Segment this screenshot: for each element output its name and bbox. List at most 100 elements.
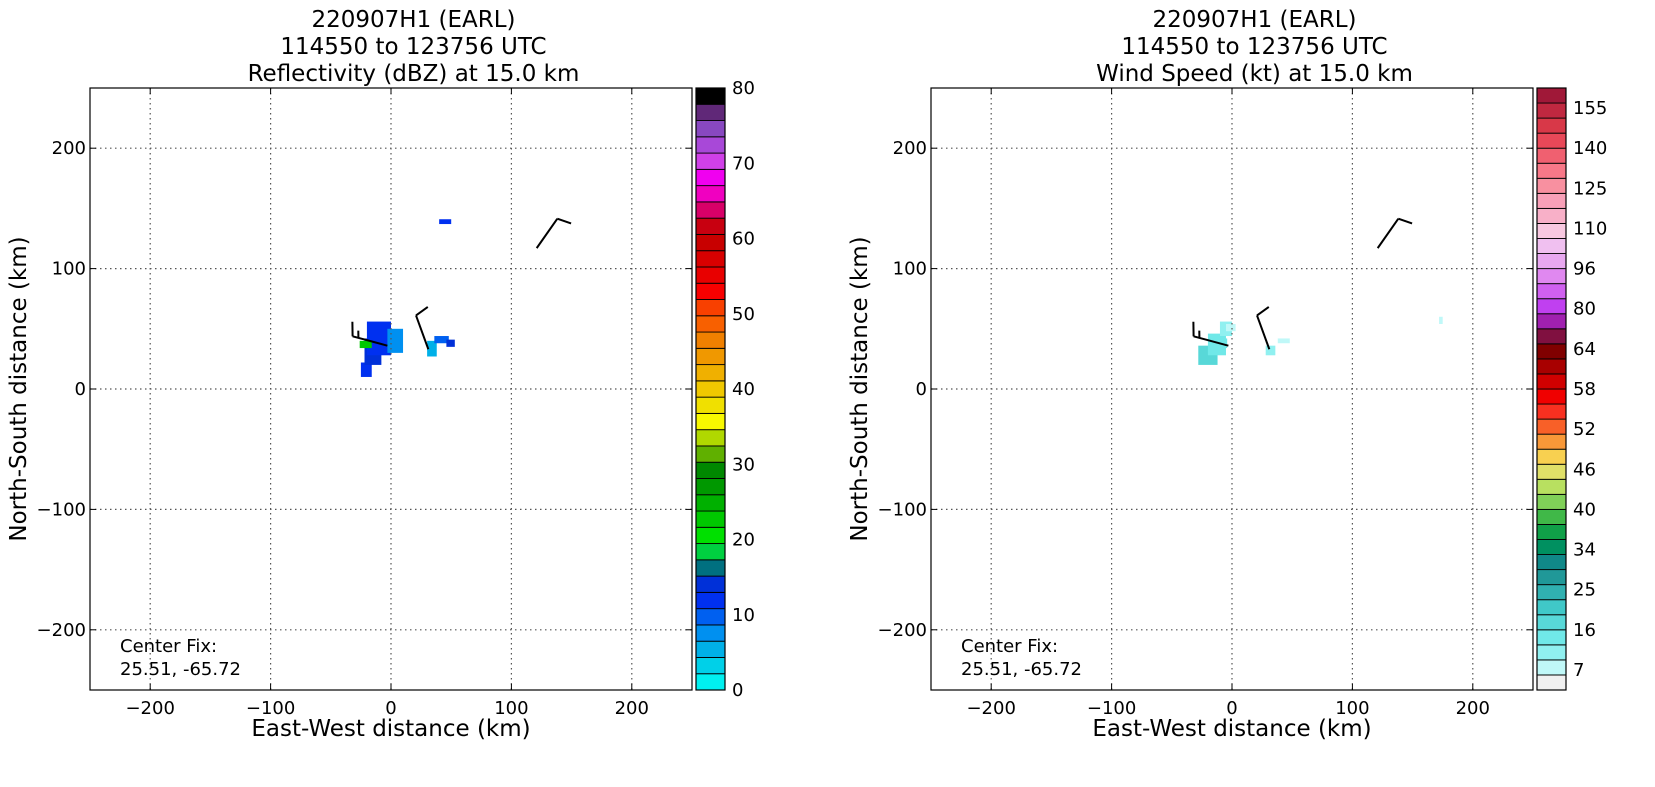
colorbar-tick-label: 50 <box>732 304 755 325</box>
y-tick-label: −200 <box>878 620 927 641</box>
colorbar-segment <box>695 396 726 414</box>
wind-barb-staff <box>535 218 559 249</box>
center-fix-annotation-line: 25.51, -65.72 <box>961 659 1082 680</box>
wind-barb <box>1256 306 1271 350</box>
y-axis-label: North-South distance (km) <box>6 236 32 541</box>
colorbar-segment <box>1536 177 1567 194</box>
y-tick-label: 200 <box>52 138 86 159</box>
colorbar-segment <box>1536 162 1567 179</box>
colorbar-tick-label: 140 <box>1573 138 1607 159</box>
wind-barb <box>351 321 388 347</box>
y-axis-label: North-South distance (km) <box>847 236 873 541</box>
colorbar-tick-label: 52 <box>1573 419 1596 440</box>
colorbar-tick-label: 34 <box>1573 540 1596 561</box>
y-tick-label: 0 <box>916 379 927 400</box>
colorbar-segment <box>1536 117 1567 134</box>
reflectivity-panel: 220907H1 (EARL) 114550 to 123756 UTC Ref… <box>0 0 827 787</box>
colorbar-segment <box>695 608 726 626</box>
colorbar-segment <box>695 575 726 593</box>
colorbar-segment <box>1536 253 1567 270</box>
colorbar-segment <box>695 299 726 317</box>
wind-barb-full-feather <box>557 217 572 225</box>
colorbar-tick-label: 60 <box>732 229 755 250</box>
colorbar-tick-label: 46 <box>1573 459 1596 480</box>
wind-barb-staff <box>352 335 388 347</box>
center-fix-annotation-line: Center Fix: <box>961 636 1058 657</box>
colorbar-segment <box>695 347 726 366</box>
colorbar-tick-label: 30 <box>732 454 755 475</box>
colorbar-segment <box>695 673 726 691</box>
y-tick-label: 100 <box>52 259 86 280</box>
y-tick-label: −100 <box>37 499 86 520</box>
chart-title-line-1: 220907H1 (EARL) <box>1152 7 1357 33</box>
colorbar-segment <box>695 412 726 431</box>
colorbar-segment <box>695 152 726 170</box>
data-cell <box>427 340 437 357</box>
x-axis-label: East-West distance (km) <box>251 716 530 742</box>
y-tick-label: 200 <box>893 138 927 159</box>
colorbar-tick-label: 0 <box>732 680 743 701</box>
y-tick-label: 100 <box>893 259 927 280</box>
colorbar-segment <box>695 136 726 154</box>
center-fix-annotation-line: 25.51, -65.72 <box>120 659 241 680</box>
colorbar-segment <box>695 331 726 349</box>
x-tick-label: 200 <box>615 698 649 719</box>
data-cell <box>359 340 372 349</box>
colorbar-tick-label: 70 <box>732 153 755 174</box>
wind-barb-staff <box>1376 218 1400 249</box>
colorbar-segment <box>695 380 726 398</box>
colorbar-segment <box>1536 358 1567 375</box>
colorbar-segment <box>1536 87 1567 104</box>
x-tick-label: −200 <box>125 698 174 719</box>
colorbar-segment <box>1536 238 1567 255</box>
colorbar: 7 16 25 34 40 46 52 58 64 80 96 110 125 140 155 <box>1536 87 1607 691</box>
colorbar-segment <box>695 250 726 268</box>
x-tick-label: −200 <box>966 698 1015 719</box>
colorbar-segment <box>695 526 726 545</box>
colorbar-segment <box>1536 418 1567 435</box>
chart-title-line-3: Reflectivity (dBZ) at 15.0 km <box>247 61 580 87</box>
colorbar-segment <box>1536 554 1567 571</box>
wind-speed-plot: −200 −100 0 100 200 −200 −100 0 100 200 East-West … <box>847 87 1607 742</box>
colorbar-segment <box>1536 207 1567 224</box>
colorbar-segment <box>1536 192 1567 209</box>
colorbar-segment <box>1536 283 1567 300</box>
x-tick-label: 0 <box>385 698 396 719</box>
x-axis-label: East-West distance (km) <box>1092 716 1371 742</box>
colorbar-segment <box>695 543 726 561</box>
colorbar-tick-label: 96 <box>1573 259 1596 280</box>
colorbar-segment <box>695 282 726 300</box>
colorbar-segment <box>1536 388 1567 405</box>
colorbar-segment <box>1536 674 1567 691</box>
colorbar-segment <box>695 87 726 105</box>
colorbar-segment <box>695 233 726 252</box>
colorbar: 0 10 20 30 40 50 60 70 80 <box>695 78 755 701</box>
x-tick-label: −100 <box>246 698 295 719</box>
colorbar-tick-label: 155 <box>1573 98 1607 119</box>
colorbar-segment <box>1536 463 1567 480</box>
data-cell <box>1265 345 1276 356</box>
colorbar-segment <box>695 445 726 463</box>
colorbar-segment <box>695 478 726 496</box>
colorbar-tick-label: 40 <box>1573 499 1596 520</box>
colorbar-segment <box>1536 343 1567 360</box>
x-tick-label: −100 <box>1087 698 1136 719</box>
colorbar-segment <box>1536 268 1567 285</box>
colorbar-tick-label: 64 <box>1573 339 1596 360</box>
colorbar-tick-label: 20 <box>732 530 755 551</box>
colorbar-segment <box>695 217 726 235</box>
colorbar-segment <box>1536 524 1567 540</box>
colorbar-segment <box>1536 614 1567 631</box>
colorbar-frame <box>695 87 726 691</box>
chart-title-line-2: 114550 to 123756 UTC <box>280 34 547 60</box>
colorbar-segment <box>695 624 726 642</box>
data-cell <box>366 321 391 356</box>
colorbar-segment <box>1536 659 1567 676</box>
colorbar-segment <box>1536 433 1567 450</box>
colorbar-segment <box>695 559 726 577</box>
colorbar-segment <box>1536 644 1567 661</box>
colorbar-segment <box>695 591 726 610</box>
data-cell <box>1277 338 1290 344</box>
colorbar-segment <box>695 185 726 203</box>
x-tick-label: 0 <box>1226 698 1237 719</box>
